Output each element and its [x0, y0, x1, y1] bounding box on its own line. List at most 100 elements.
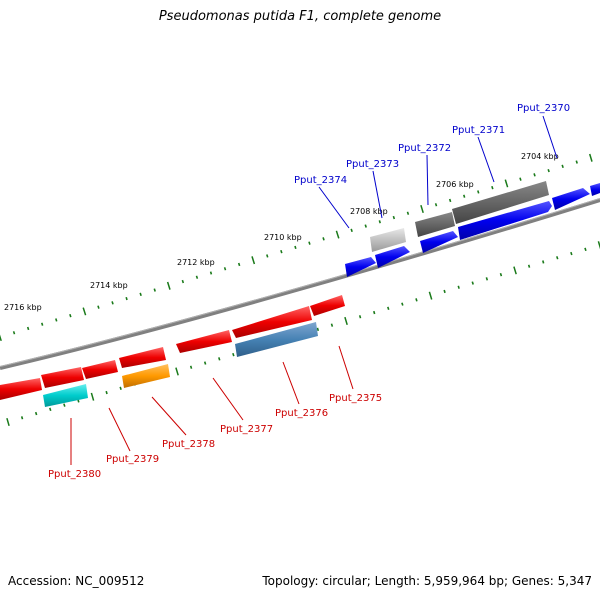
gene-forward-arrow[interactable]	[345, 257, 376, 277]
gene-reverse-arrow-pput-2375[interactable]	[310, 295, 345, 316]
map-title: Pseudomonas putida F1, complete genome	[158, 9, 442, 24]
minor-tick	[189, 365, 193, 369]
accession-label: Accession: NC_009512	[8, 574, 145, 588]
minor-tick	[443, 289, 446, 294]
minor-tick	[387, 306, 390, 310]
gene-reverse-arrow-pput-2380[interactable]	[41, 367, 84, 388]
major-tick	[166, 281, 171, 290]
minor-tick	[471, 281, 474, 285]
minor-tick	[280, 249, 283, 254]
minor-tick	[477, 190, 480, 194]
minor-tick	[125, 296, 128, 301]
kbp-label-2712: 2712 kbp	[177, 258, 215, 267]
minor-tick	[209, 271, 213, 275]
major-tick	[175, 367, 179, 376]
gene-label-pput-2372[interactable]: Pput_2372	[398, 143, 451, 154]
minor-tick	[322, 237, 325, 241]
gene-label-pput-2380[interactable]: Pput_2380	[48, 469, 101, 480]
minor-tick	[533, 173, 536, 177]
minor-tick	[401, 302, 404, 306]
gene-reverse-arrow-pput-2379[interactable]	[82, 360, 118, 379]
gene-block-pput-2371[interactable]	[452, 181, 549, 224]
minor-tick	[41, 322, 44, 326]
minor-tick	[570, 251, 573, 256]
major-tick	[251, 256, 256, 265]
minor-tick	[584, 247, 587, 252]
major-tick	[588, 153, 593, 162]
tick-row-outer	[0, 153, 593, 342]
minor-tick	[232, 352, 235, 357]
tick-row-inner	[6, 241, 600, 427]
gene-reverse-arrow[interactable]	[0, 378, 42, 400]
minor-tick	[294, 245, 297, 250]
major-tick	[0, 334, 2, 342]
major-tick	[428, 291, 433, 300]
minor-tick	[266, 254, 269, 258]
major-tick	[504, 179, 509, 188]
minor-tick	[316, 327, 320, 332]
minor-tick	[448, 198, 452, 203]
minor-tick	[105, 390, 108, 395]
gene-block-pput-2376[interactable]	[235, 322, 318, 357]
minor-tick	[308, 241, 311, 245]
minor-tick	[358, 315, 362, 319]
minor-tick	[434, 203, 438, 207]
gene-forward-arrow[interactable]	[590, 183, 600, 196]
gene-block-pput-2372[interactable]	[415, 212, 455, 237]
minor-tick	[181, 279, 185, 284]
minor-tick	[153, 288, 156, 292]
gene-label-pput-2371[interactable]: Pput_2371	[452, 125, 505, 136]
minor-tick	[463, 194, 466, 198]
minor-tick	[330, 323, 334, 327]
minor-tick	[203, 361, 207, 365]
minor-tick	[556, 256, 559, 260]
gene-label-pput-2379[interactable]: Pput_2379	[106, 454, 159, 465]
major-tick	[90, 392, 95, 401]
minor-tick	[237, 262, 241, 267]
major-tick	[344, 316, 348, 326]
minor-tick	[111, 301, 114, 305]
minor-tick	[223, 267, 227, 271]
gene-block-pput-2380[interactable]	[43, 384, 88, 407]
reverse-label-leaders	[70, 345, 354, 465]
minor-tick	[575, 160, 578, 164]
kbp-label-2708: 2708 kbp	[350, 207, 388, 216]
minor-tick	[34, 411, 38, 416]
gene-block-pput-2373[interactable]	[370, 228, 406, 252]
genome-backbone	[0, 198, 600, 370]
gene-label-pput-2374[interactable]: Pput_2374	[294, 175, 347, 186]
minor-tick	[491, 185, 494, 190]
gene-reverse-arrow-pput-2376[interactable]	[232, 306, 312, 338]
minor-tick	[542, 260, 545, 264]
kbp-label-2710: 2710 kbp	[264, 233, 302, 242]
minor-tick	[519, 177, 522, 181]
minor-tick	[218, 357, 221, 361]
minor-tick	[364, 224, 367, 228]
gene-label-pput-2375[interactable]: Pput_2375	[329, 393, 382, 404]
gene-reverse-arrow-pput-2377[interactable]	[176, 330, 232, 353]
minor-tick	[12, 331, 16, 335]
minor-tick	[49, 407, 52, 412]
gene-forward-arrow[interactable]	[420, 231, 458, 253]
forward-label-leaders	[318, 115, 558, 229]
gene-label-pput-2370[interactable]: Pput_2370	[517, 103, 570, 114]
minor-tick	[63, 403, 66, 407]
gene-forward-arrow-pput-2371-backing[interactable]	[458, 201, 552, 240]
gene-label-pput-2376[interactable]: Pput_2376	[275, 408, 328, 419]
gene-label-pput-2377[interactable]: Pput_2377	[220, 424, 273, 435]
minor-tick	[561, 164, 564, 169]
kbp-label-2716: 2716 kbp	[4, 303, 42, 312]
gene-label-pput-2378[interactable]: Pput_2378	[162, 439, 215, 450]
minor-tick	[97, 305, 100, 309]
gene-forward-arrow[interactable]	[552, 188, 590, 210]
gene-reverse-arrow-pput-2378[interactable]	[119, 347, 166, 368]
topology-label: Topology: circular; Length: 5,959,964 bp…	[262, 574, 592, 588]
minor-tick	[392, 215, 396, 220]
gene-forward-arrow[interactable]	[375, 246, 410, 268]
kbp-label-2706: 2706 kbp	[436, 180, 474, 189]
gene-block-pput-2378[interactable]	[122, 364, 170, 388]
gene-label-pput-2373[interactable]: Pput_2373	[346, 159, 399, 170]
minor-tick	[195, 275, 199, 279]
minor-tick	[457, 285, 460, 289]
